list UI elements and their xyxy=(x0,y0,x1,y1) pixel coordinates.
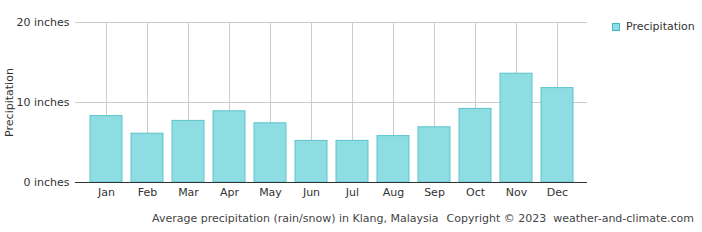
svg-text:0 inches: 0 inches xyxy=(23,176,69,189)
svg-text:10 inches: 10 inches xyxy=(16,96,69,109)
html-text:Average precipitation (rain/sn: Average precipitation (rain/snow) in Kla… xyxy=(152,212,439,225)
svg-text:Precipitation: Precipitation xyxy=(3,68,16,137)
svg-text:Mar: Mar xyxy=(178,186,199,199)
svg-text:Jun: Jun xyxy=(302,186,320,199)
svg-text:Dec: Dec xyxy=(547,186,568,199)
svg-text:20 inches: 20 inches xyxy=(16,16,69,29)
svg-text:Sep: Sep xyxy=(424,186,445,199)
svg-text:Feb: Feb xyxy=(138,186,157,199)
html-text:Copyright © 2023 weather-and-c: Copyright © 2023 weather-and-climate.com xyxy=(446,212,694,225)
svg-text:Aug: Aug xyxy=(383,186,404,199)
svg-text:May: May xyxy=(259,186,282,199)
svg-text:Nov: Nov xyxy=(506,186,528,199)
svg-text:Oct: Oct xyxy=(466,186,486,199)
html-text:Precipitation: Precipitation xyxy=(626,20,695,33)
svg-text:Jul: Jul xyxy=(345,186,359,199)
svg-text:Apr: Apr xyxy=(220,186,240,199)
svg-text:Jan: Jan xyxy=(97,186,115,199)
